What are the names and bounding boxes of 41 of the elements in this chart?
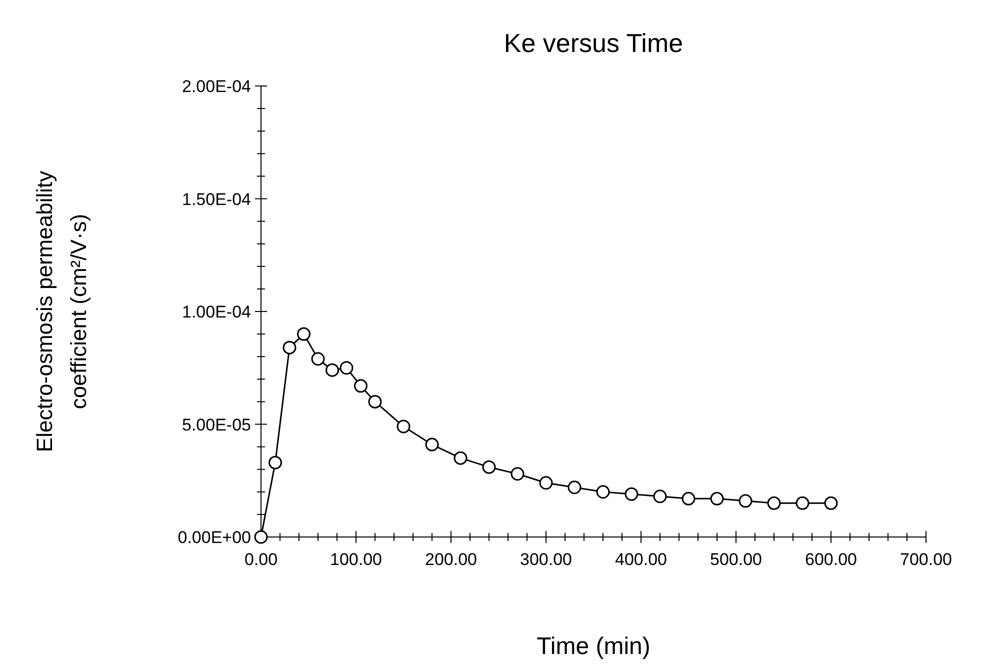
point bbox=[326, 363, 339, 377]
point bbox=[368, 394, 382, 408]
point bbox=[354, 379, 368, 393]
point bbox=[682, 492, 696, 506]
point bbox=[738, 494, 752, 508]
y-axis-title: Electro-osmosis permeability coefficient (cm²/V·s) bbox=[32, 170, 91, 452]
point bbox=[796, 496, 810, 510]
point bbox=[568, 480, 582, 494]
x-tick-label: 100.00 bbox=[330, 550, 382, 569]
point bbox=[539, 476, 553, 490]
point bbox=[767, 496, 781, 510]
y-tick-label: 2.00E-04 bbox=[182, 77, 251, 96]
point bbox=[254, 530, 268, 544]
point bbox=[311, 352, 325, 366]
point bbox=[297, 327, 310, 341]
x-tick-label: 700.00 bbox=[900, 550, 952, 569]
y-tick-label: 5.00E-05 bbox=[182, 415, 251, 434]
point bbox=[510, 467, 524, 481]
x-tick-label: 200.00 bbox=[425, 550, 477, 569]
x-tick-label: 600.00 bbox=[805, 550, 857, 569]
point bbox=[454, 451, 468, 465]
x-tick-label: 0.00 bbox=[244, 550, 278, 569]
point bbox=[624, 487, 638, 501]
y-tick-label: 1.50E-04 bbox=[182, 190, 251, 209]
chart-title: Ke versus Time bbox=[504, 28, 684, 58]
point bbox=[824, 496, 838, 510]
point bbox=[340, 361, 354, 375]
point bbox=[596, 485, 610, 499]
point bbox=[653, 490, 667, 504]
point bbox=[425, 438, 439, 452]
point bbox=[482, 460, 496, 474]
y-tick-label: 1.00E-04 bbox=[182, 302, 251, 322]
y-tick-label: 0.00E+00 bbox=[178, 528, 251, 547]
x-axis-title: Time (min) bbox=[536, 633, 650, 660]
point bbox=[396, 420, 410, 434]
point bbox=[282, 340, 296, 354]
x-tick-label: 300.00 bbox=[520, 550, 572, 569]
x-tick-label: 500.00 bbox=[710, 550, 762, 569]
point bbox=[268, 456, 282, 470]
point bbox=[710, 492, 724, 506]
x-tick-label: 400.00 bbox=[615, 550, 667, 569]
